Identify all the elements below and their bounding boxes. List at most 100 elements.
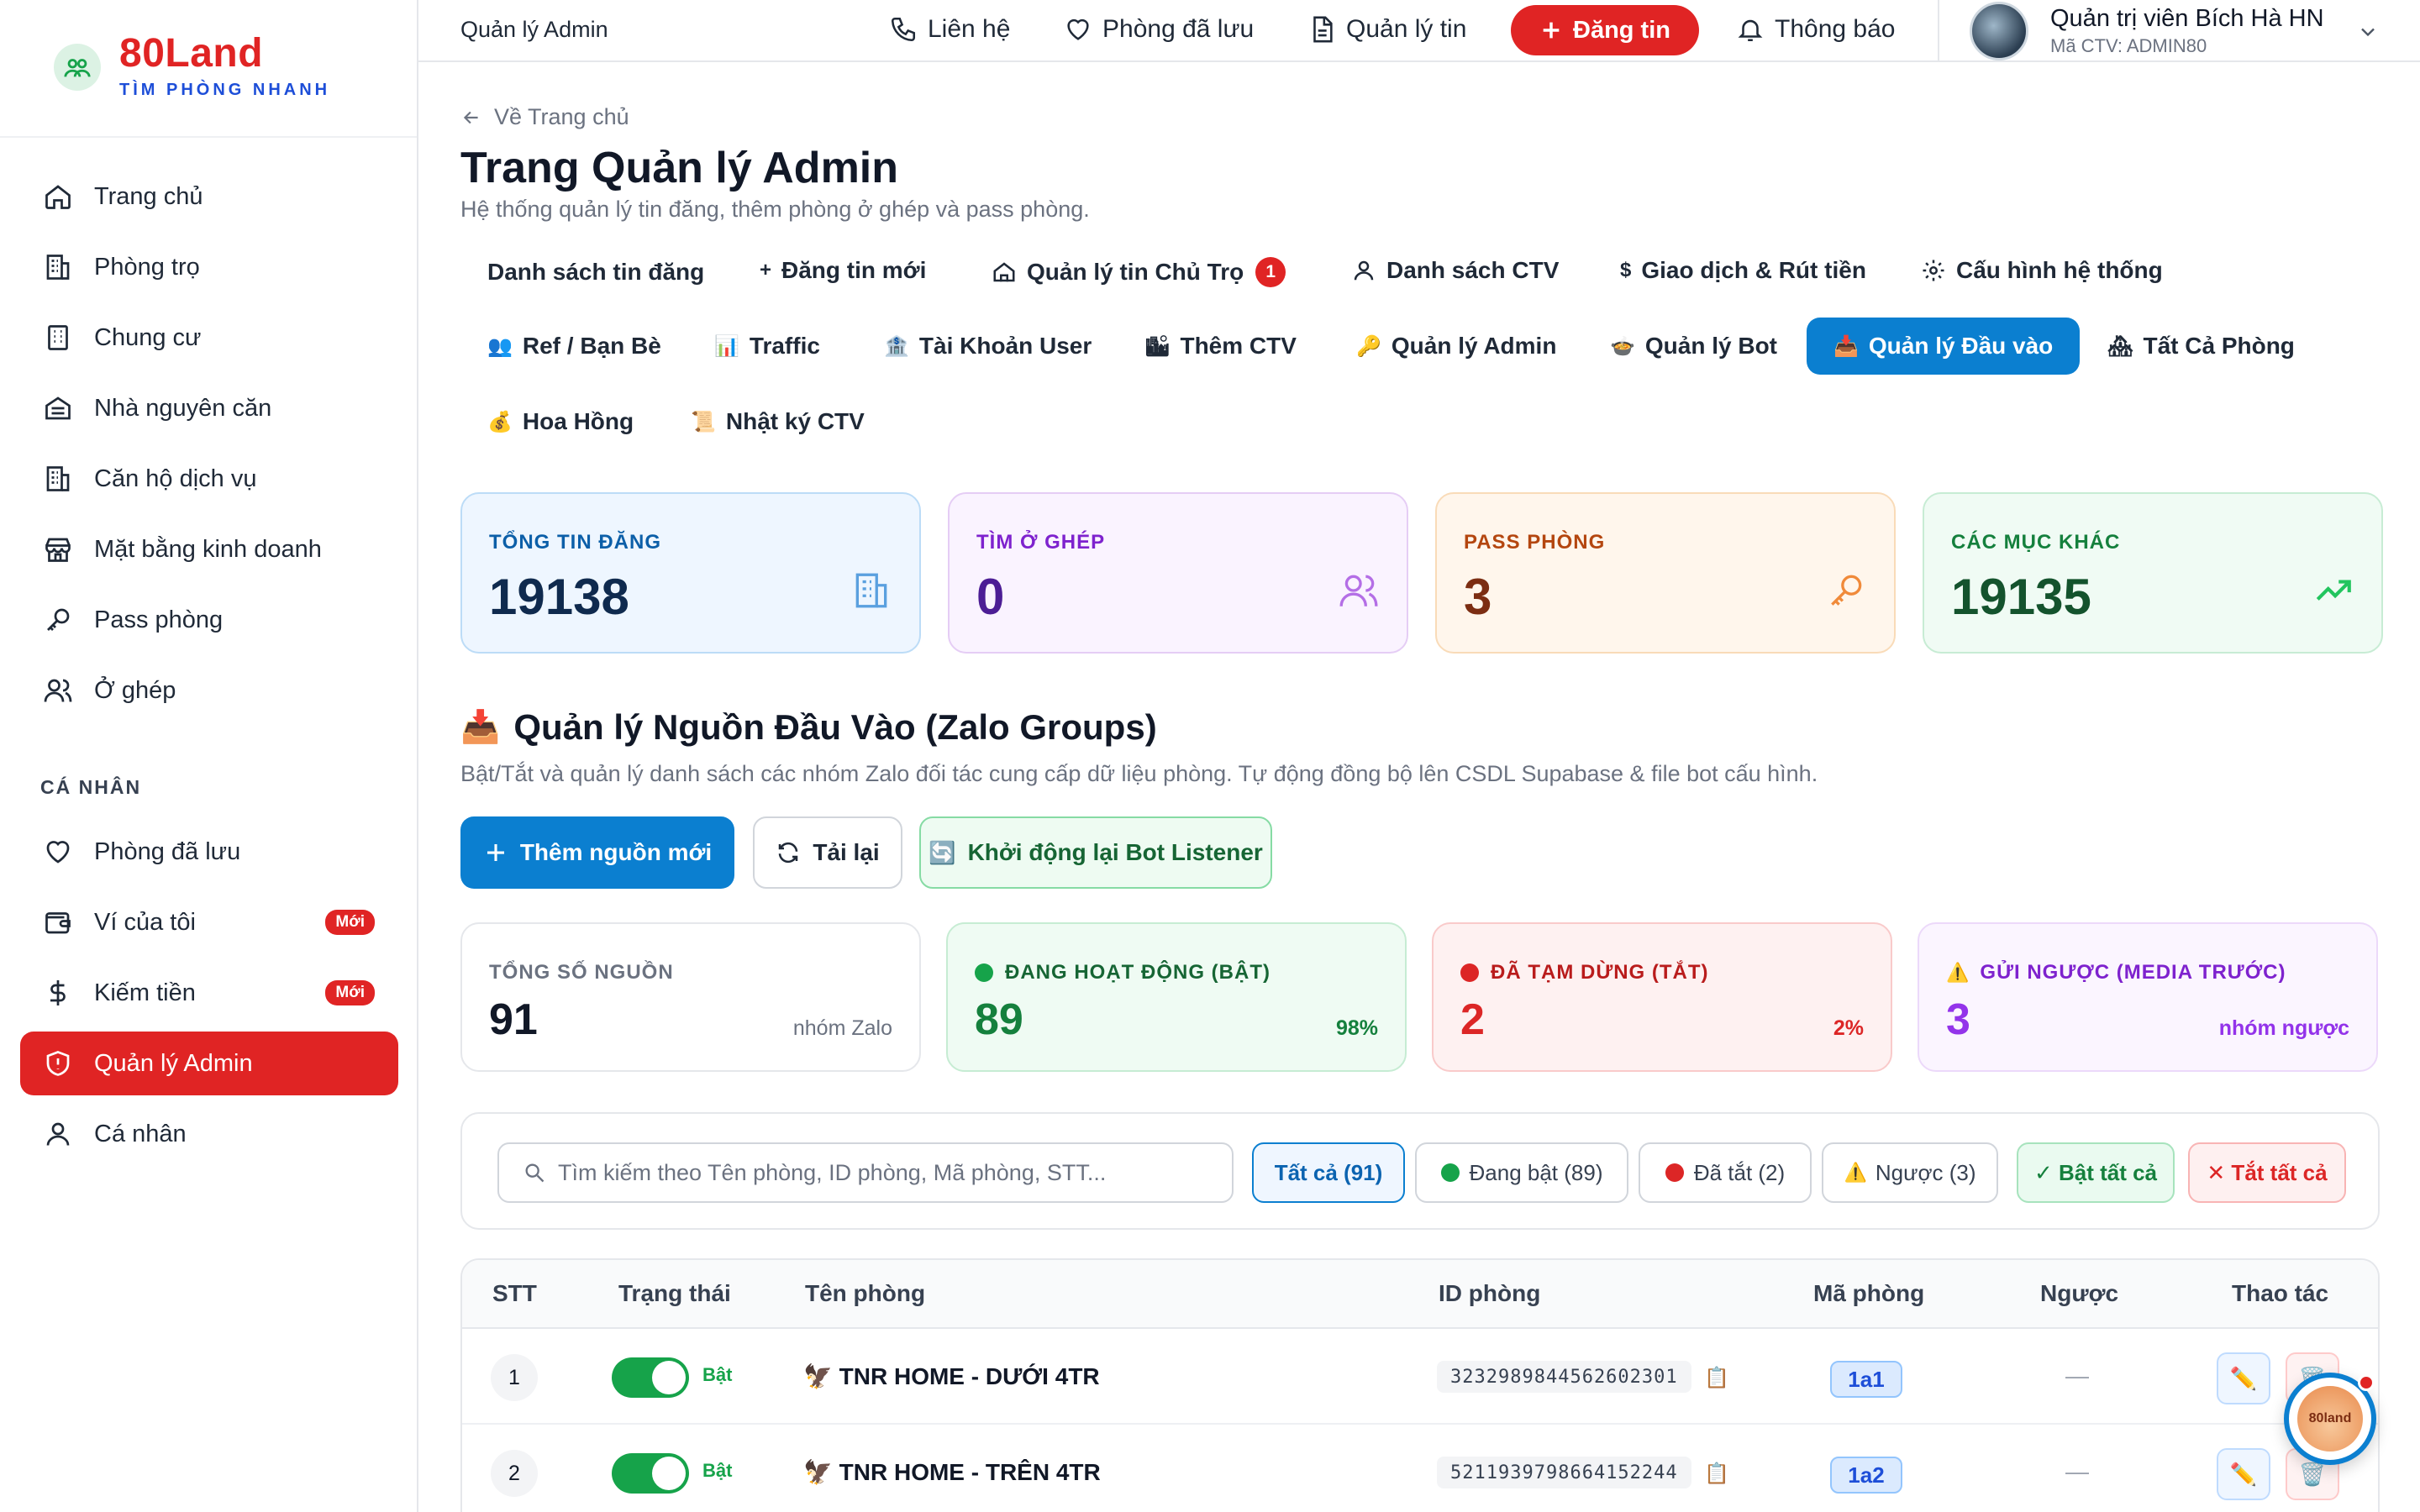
restart-icon: 🔄 <box>929 839 956 865</box>
manage-posts-link[interactable]: Quản lý tin <box>1307 15 1466 44</box>
contact-link[interactable]: Liên hệ <box>889 15 1010 44</box>
sidebar-item-rooms[interactable]: Phòng trọ <box>20 235 398 299</box>
column-header: Thao tác <box>2232 1280 2329 1306</box>
tab-new-post[interactable]: + Đăng tin mới <box>733 244 953 297</box>
stat-label: TỔNG TIN ĐĂNG <box>489 531 661 554</box>
search-input[interactable]: Tìm kiếm theo Tên phòng, ID phòng, Mã ph… <box>497 1142 1234 1203</box>
chip-label: Tất cả (91) <box>1274 1159 1383 1185</box>
sidebar-item-earn[interactable]: Kiếm tiền Mới <box>20 961 398 1025</box>
tab-all-rooms[interactable]: 🏘 Tất Cả Phòng <box>2081 319 2322 373</box>
money-bag-icon: 💰 <box>487 410 513 433</box>
tab-admin-management[interactable]: 🔑 Quản lý Admin <box>1329 319 1583 373</box>
sidebar-item-service-apartment[interactable]: Căn hộ dịch vụ <box>20 447 398 511</box>
status-toggle[interactable] <box>612 1357 689 1398</box>
tab-ctv-log[interactable]: 📜 Nhật ký CTV <box>664 395 892 449</box>
notifications-label: Thông báo <box>1775 15 1896 43</box>
tab-label: Tất Cả Phòng <box>2143 333 2295 359</box>
tab-transactions[interactable]: $ Giao dịch & Rút tiền <box>1593 244 1893 297</box>
section-title-text: Quản lý Nguồn Đầu Vào (Zalo Groups) <box>513 707 1157 747</box>
avatar[interactable] <box>1970 2 2028 60</box>
chip-label: Ngược (3) <box>1875 1159 1976 1185</box>
sidebar-item-wallet[interactable]: Ví của tôi Mới <box>20 890 398 954</box>
sidebar-item-admin[interactable]: Quản lý Admin <box>20 1032 398 1095</box>
stat-label: CÁC MỤC KHÁC <box>1951 531 2121 554</box>
disable-all-button[interactable]: ✕ Tắt tất cả <box>2188 1142 2346 1203</box>
stat-card-pass: PASS PHÒNG 3 <box>1435 492 1896 654</box>
sidebar-item-business[interactable]: Mặt bằng kinh doanh <box>20 517 398 581</box>
copy-icon[interactable]: 📋 <box>1704 1367 1729 1389</box>
edit-button[interactable]: ✏️ <box>2217 1352 2270 1404</box>
tab-referrals[interactable]: 👥 Ref / Bạn Bè <box>460 319 688 373</box>
sidebar-item-house[interactable]: Nhà nguyên căn <box>20 376 398 440</box>
plus-icon <box>1543 22 1560 39</box>
tab-label: Thêm CTV <box>1180 333 1297 359</box>
enable-all-button[interactable]: ✓ Bật tất cả <box>2017 1142 2175 1203</box>
sidebar-item-pass[interactable]: Pass phòng <box>20 588 398 652</box>
reload-button[interactable]: Tải lại <box>753 816 902 889</box>
column-header: Ngược <box>2040 1280 2119 1306</box>
status-toggle[interactable] <box>612 1453 689 1494</box>
notifications-link[interactable]: Thông báo <box>1736 15 1895 44</box>
brand-logo[interactable]: 80Land TÌM PHÒNG NHANH <box>54 34 330 100</box>
stat-note: 98% <box>1335 1016 1378 1040</box>
chevron-down-icon[interactable] <box>2356 20 2380 44</box>
filter-off[interactable]: Đã tắt (2) <box>1639 1142 1812 1203</box>
tab-system-config[interactable]: Cấu hình hệ thống <box>1894 244 2190 297</box>
tab-label: Giao dịch & Rút tiền <box>1641 257 1866 283</box>
tab-label: Nhật ký CTV <box>725 408 865 434</box>
new-badge: Mới <box>325 980 375 1005</box>
column-header: Tên phòng <box>805 1280 926 1306</box>
page-subtitle: Hệ thống quản lý tin đăng, thêm phòng ở … <box>460 197 1090 222</box>
copy-icon[interactable]: 📋 <box>1704 1462 1729 1485</box>
stat-label: ĐANG HOẠT ĐỘNG (BẬT) <box>1005 961 1270 984</box>
status-label: Bật <box>702 1460 733 1481</box>
button-label: Thêm nguồn mới <box>519 839 713 865</box>
sidebar-item-apartment[interactable]: Chung cư <box>20 306 398 370</box>
tab-traffic[interactable]: 📊 Traffic <box>687 319 847 373</box>
tab-add-ctv[interactable]: 🏙 Thêm CTV <box>1118 319 1323 373</box>
building-icon <box>855 573 887 608</box>
sidebar-item-label: Kiếm tiền <box>94 979 196 1006</box>
tab-commission[interactable]: 💰 Hoa Hồng <box>460 395 660 449</box>
document-icon <box>1313 16 1333 43</box>
heart-icon <box>1067 18 1089 40</box>
sidebar-item-label: Ở ghép <box>94 676 176 704</box>
search-icon <box>525 1163 544 1183</box>
building-icon <box>42 251 74 283</box>
post-listing-button[interactable]: Đăng tin <box>1511 5 1699 55</box>
filter-on[interactable]: Đang bật (89) <box>1415 1142 1628 1203</box>
stat-card-total-posts: TỔNG TIN ĐĂNG 19138 <box>460 492 921 654</box>
plus-icon: + <box>760 259 772 281</box>
user-name[interactable]: Quản trị viên Bích Hà HN <box>2050 5 2324 32</box>
column-header: Mã phòng <box>1813 1280 1925 1306</box>
sidebar-item-saved[interactable]: Phòng đã lưu <box>20 820 398 884</box>
key-icon: 🔑 <box>1356 334 1381 358</box>
edit-button[interactable]: ✏️ <box>2217 1448 2270 1500</box>
filter-reverse[interactable]: ⚠️ Ngược (3) <box>1822 1142 1998 1203</box>
table-row: 1 Bật 🦅 TNR HOME - DƯỚI 4TR 323298984456… <box>462 1329 2378 1425</box>
sidebar-item-profile[interactable]: Cá nhân <box>20 1102 398 1166</box>
sidebar-item-home[interactable]: Trang chủ <box>20 165 398 228</box>
status-label: Bật <box>702 1364 733 1385</box>
add-source-button[interactable]: Thêm nguồn mới <box>460 816 734 889</box>
sidebar-item-roommate[interactable]: Ở ghép <box>20 659 398 722</box>
back-home-link[interactable]: Về Trang chủ <box>460 104 629 130</box>
inbox-icon: 📥 <box>1833 334 1859 358</box>
tab-bot-management[interactable]: 🍲 Quản lý Bot <box>1583 319 1804 373</box>
tab-input-management[interactable]: 📥 Quản lý Đầu vào <box>1807 318 2081 375</box>
stat-label: TỔNG SỐ NGUỒN <box>489 961 674 984</box>
tab-user-accounts[interactable]: 🏦 Tài Khoản User <box>857 319 1118 373</box>
stat-value: 19135 <box>1951 569 2091 625</box>
filter-all[interactable]: Tất cả (91) <box>1252 1142 1405 1203</box>
column-header: Trạng thái <box>618 1280 731 1306</box>
new-badge: Mới <box>325 910 375 935</box>
user-code: Mã CTV: ADMIN80 <box>2050 35 2207 56</box>
saved-rooms-link[interactable]: Phòng đã lưu <box>1064 15 1254 44</box>
key-icon <box>1831 575 1862 606</box>
tab-listings[interactable]: Danh sách tin đăng <box>460 245 731 299</box>
tab-ctv-list[interactable]: Danh sách CTV <box>1324 244 1586 297</box>
restart-bot-button[interactable]: 🔄 Khởi động lại Bot Listener <box>919 816 1272 889</box>
chat-bot-button[interactable]: 80land <box>2284 1373 2376 1465</box>
tab-landlord-posts[interactable]: Quản lý tin Chủ Trọ 1 <box>965 245 1313 299</box>
stat-value: 0 <box>976 569 1005 625</box>
